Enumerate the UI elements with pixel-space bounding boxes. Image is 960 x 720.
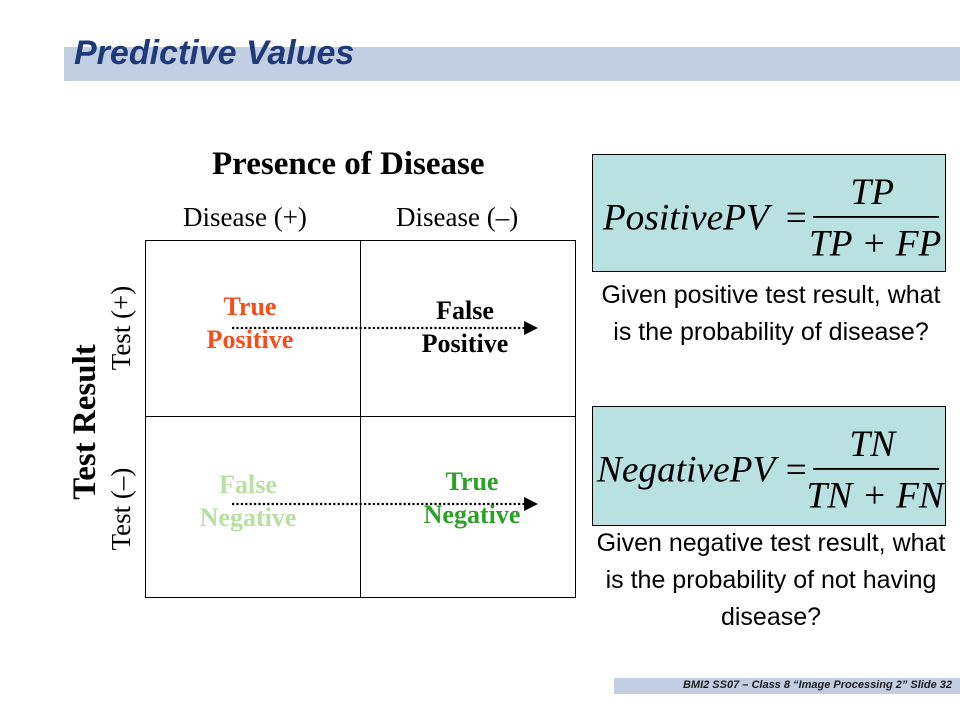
npv-numerator: TN bbox=[849, 424, 897, 465]
cell-fp-line2: Positive bbox=[421, 329, 509, 359]
question-negative: Given negative test result, what is the … bbox=[596, 529, 946, 631]
formula-box-ppv: PositivePV = TP TP + FP bbox=[592, 154, 946, 272]
cell-tp-line1: True bbox=[223, 292, 277, 321]
cell-fp-line1: False bbox=[436, 296, 494, 325]
ppv-equals: = bbox=[786, 198, 807, 239]
formula-box-npv: NegativePV = TN TN + FN bbox=[592, 406, 946, 526]
col-label-disease-positive: Disease (+) bbox=[183, 202, 307, 232]
cell-fn-line2: Negative bbox=[199, 503, 297, 533]
npv-equals: = bbox=[786, 450, 807, 491]
cell-tp-line2: Positive bbox=[206, 325, 294, 355]
matrix-divider-horizontal bbox=[145, 416, 576, 417]
slide-footer: BMI2 SS07 – Class 8 “Image Processing 2”… bbox=[682, 679, 952, 691]
question-positive: Given positive test result, what is the … bbox=[601, 281, 941, 346]
ppv-lhs: PositivePV bbox=[602, 198, 773, 239]
matrix-divider-vertical bbox=[360, 240, 361, 598]
ppv-numerator: TP bbox=[850, 172, 894, 213]
arrow-positive-row bbox=[232, 321, 538, 335]
cell-true-positive: True Positive bbox=[180, 290, 320, 356]
arrow-negative-row bbox=[232, 497, 538, 511]
cell-false-positive: False Positive bbox=[395, 294, 535, 360]
formula-npv: NegativePV = TN TN + FN bbox=[596, 424, 945, 516]
col-label-disease-negative: Disease (–) bbox=[396, 202, 519, 232]
cell-tn-line1: True bbox=[445, 467, 499, 496]
column-heading: Presence of Disease bbox=[212, 146, 485, 182]
footer-bar bbox=[614, 678, 960, 694]
cell-fn-line1: False bbox=[219, 470, 277, 499]
title-bar bbox=[64, 47, 960, 81]
ppv-denominator: TP + FP bbox=[809, 223, 941, 264]
npv-lhs: NegativePV bbox=[596, 450, 780, 491]
npv-denominator: TN + FN bbox=[807, 475, 945, 516]
slide-title: Predictive Values bbox=[74, 34, 355, 72]
formula-ppv: PositivePV = TP TP + FP bbox=[602, 172, 942, 264]
cell-false-negative: False Negative bbox=[178, 468, 318, 534]
